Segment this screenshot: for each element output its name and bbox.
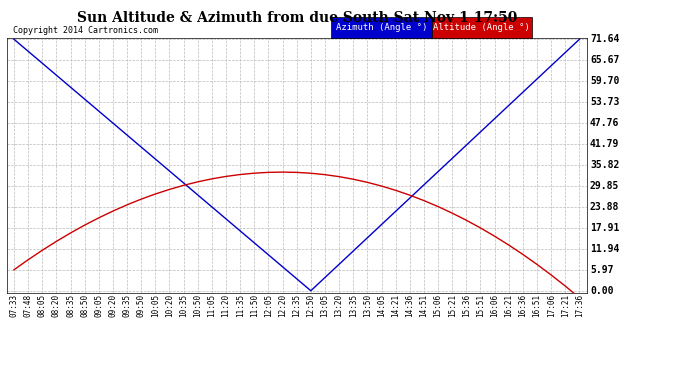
Text: 47.76: 47.76 bbox=[590, 118, 620, 128]
Text: Sun Altitude & Azimuth from due South Sat Nov 1 17:50: Sun Altitude & Azimuth from due South Sa… bbox=[77, 11, 517, 25]
Text: 65.67: 65.67 bbox=[590, 55, 620, 65]
Text: 0.00: 0.00 bbox=[590, 286, 613, 296]
Text: 41.79: 41.79 bbox=[590, 139, 620, 149]
Text: Azimuth (Angle °): Azimuth (Angle °) bbox=[336, 23, 427, 32]
Text: 35.82: 35.82 bbox=[590, 160, 620, 170]
Text: 17.91: 17.91 bbox=[590, 223, 620, 233]
Text: Altitude (Angle °): Altitude (Angle °) bbox=[433, 23, 530, 32]
Text: 23.88: 23.88 bbox=[590, 202, 620, 212]
Text: 71.64: 71.64 bbox=[590, 34, 620, 44]
Text: 59.70: 59.70 bbox=[590, 76, 620, 86]
Text: 5.97: 5.97 bbox=[590, 265, 613, 275]
Text: 29.85: 29.85 bbox=[590, 181, 620, 191]
Text: 11.94: 11.94 bbox=[590, 244, 620, 254]
Text: 53.73: 53.73 bbox=[590, 97, 620, 107]
Text: Copyright 2014 Cartronics.com: Copyright 2014 Cartronics.com bbox=[12, 26, 158, 35]
